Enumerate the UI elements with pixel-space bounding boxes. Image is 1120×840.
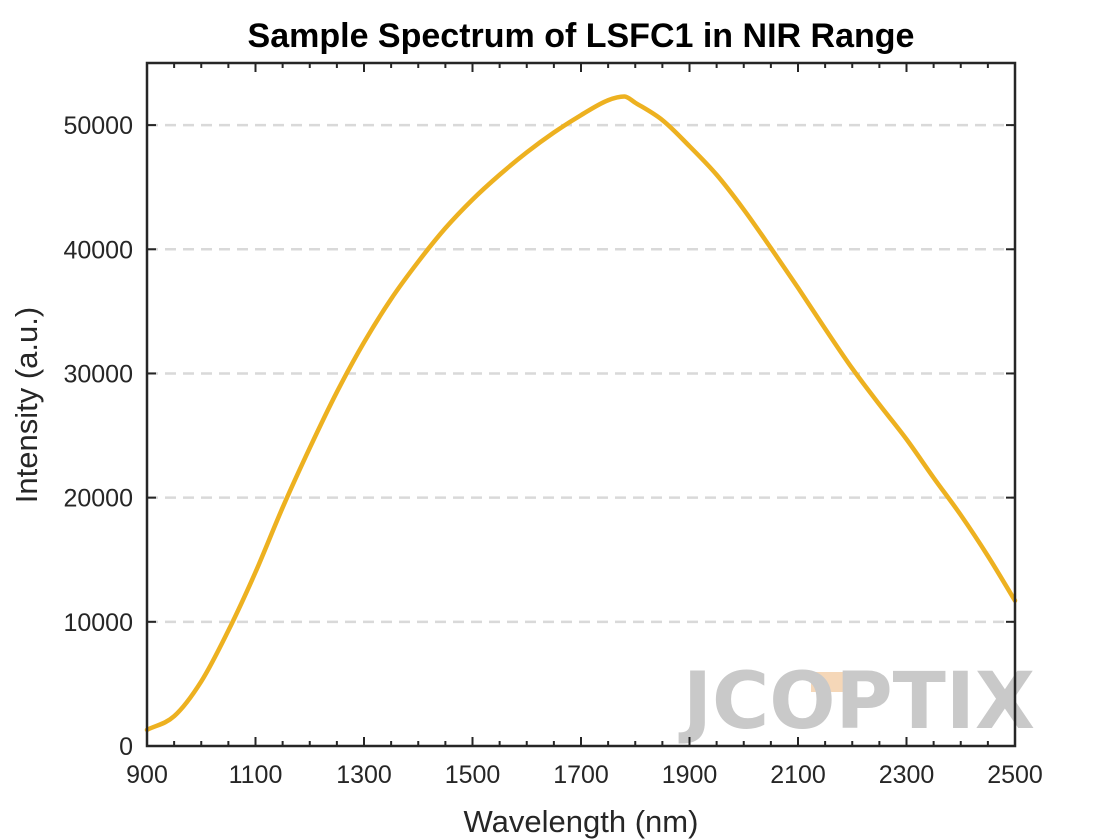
jcoptix-logo: JCOPTIX [678, 657, 1035, 747]
y-tick-label: 20000 [63, 485, 133, 513]
logo-text: JCOPTIX [678, 657, 1035, 747]
y-tick-label: 40000 [63, 236, 133, 264]
y-axis-label: Intensity (a.u.) [9, 307, 44, 503]
x-tick-label: 1100 [229, 761, 283, 789]
x-tick-label: 2500 [987, 761, 1043, 789]
x-axis-label: Wavelength (nm) [464, 804, 699, 839]
y-tick-label: 10000 [63, 609, 133, 637]
y-tick-label: 50000 [63, 112, 133, 140]
x-tick-label: 1300 [336, 761, 392, 789]
x-tick-labels: 900 1100 1300 1500 1700 1900 2100 2300 2500 [126, 761, 1043, 789]
y-tick-label: 30000 [63, 360, 133, 388]
x-tick-label: 1500 [445, 761, 501, 789]
series-layer [144, 94, 1018, 733]
x-tick-label: 900 [126, 761, 168, 789]
x-tick-label: 2300 [879, 761, 935, 789]
x-tick-label: 1700 [553, 761, 609, 789]
logo-accent-mark [811, 672, 853, 692]
spectrum-series-line [144, 94, 1018, 733]
tick-marks [146, 63, 1016, 747]
x-tick-label: 1900 [662, 761, 718, 789]
x-tick-label: 2100 [770, 761, 826, 789]
chart-title: Sample Spectrum of LSFC1 in NIR Range [248, 17, 915, 55]
y-tick-labels: 0 10000 20000 30000 40000 50000 [63, 112, 133, 761]
grid-lines [147, 123, 1015, 624]
y-tick-label: 0 [119, 733, 133, 761]
plot-frame [145, 61, 1017, 748]
